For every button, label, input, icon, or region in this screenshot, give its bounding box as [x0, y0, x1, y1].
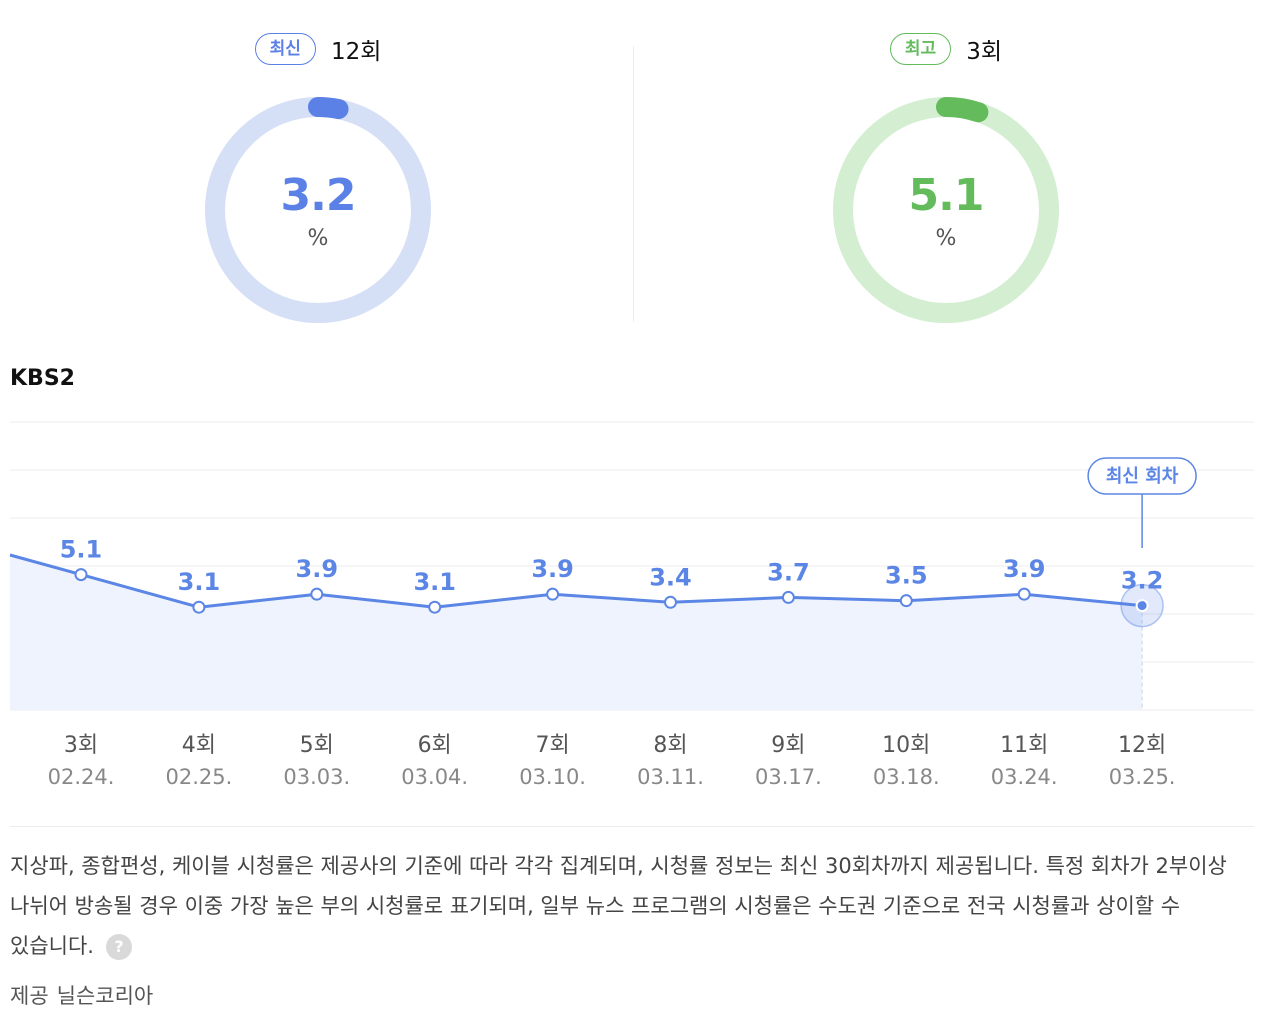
latest-rating-value: 3.2	[280, 170, 357, 221]
x-tick-label: 10회	[882, 733, 930, 758]
x-tick-label: 8회	[653, 733, 687, 758]
x-tick-label: 12회	[1118, 733, 1166, 758]
data-label: 3.2	[1121, 567, 1164, 595]
data-source: 제공 닐슨코리아	[10, 980, 153, 1010]
data-label: 3.9	[1003, 555, 1046, 583]
chart-title: KBS2	[10, 366, 75, 391]
data-label: 3.9	[531, 555, 574, 583]
data-point	[664, 595, 677, 609]
source-label: 제공	[10, 984, 49, 1008]
section-divider	[10, 826, 1254, 827]
data-point	[192, 600, 206, 614]
x-tick-date: 03.25.	[1109, 765, 1176, 789]
data-point	[899, 594, 913, 608]
best-rating-value: 5.1	[908, 170, 985, 221]
question-icon[interactable]: ?	[105, 934, 132, 960]
best-rating-ring	[833, 97, 1059, 323]
latest-rating-ring	[205, 97, 431, 323]
ring-progress	[833, 97, 1059, 323]
series-area	[10, 555, 1143, 710]
latest-tag-label: 최신 회차	[1106, 466, 1179, 487]
x-tick-date: 03.18.	[873, 765, 940, 789]
x-tick-date: 03.03.	[283, 765, 350, 789]
x-tick-label: 3회	[64, 733, 98, 758]
data-label: 3.7	[767, 558, 810, 586]
latest-rating-unit: %	[307, 226, 329, 251]
x-tick-label: 11회	[1000, 733, 1048, 758]
data-point	[546, 587, 560, 601]
x-tick-date: 03.11.	[637, 765, 704, 789]
latest-header: 최신 12회	[158, 32, 478, 66]
rating-summary: 최신 12회 3.2 % 최고 3회 5.1 %	[0, 0, 1280, 340]
best-episode: 3회	[966, 39, 1003, 65]
best-rating: 최고 3회 5.1 %	[786, 0, 1106, 340]
data-point	[428, 600, 442, 614]
x-tick-date: 02.24.	[48, 765, 115, 789]
best-header: 최고 3회	[786, 32, 1106, 66]
best-badge: 최고	[889, 33, 952, 65]
best-rating-unit: %	[935, 226, 957, 251]
data-label: 3.5	[885, 562, 928, 590]
ratings-notice: 지상파, 종합편성, 케이블 시청률은 제공사의 기준에 따라 각각 집계되며,…	[10, 846, 1258, 966]
x-tick-label: 5회	[300, 733, 334, 758]
data-point	[74, 568, 88, 582]
latest-badge: 최신	[254, 33, 316, 65]
ratings-line-chart: 5.1 3회 02.24. 3.1 4회 02.25. 3.9 5회 03.03. 3.1 6회 03…	[9, 421, 1254, 789]
x-tick-label: 7회	[535, 733, 569, 758]
source-provider: 닐슨코리아	[56, 984, 154, 1008]
x-tick-date: 03.24.	[991, 765, 1058, 789]
latest-tag-pill	[1087, 457, 1197, 495]
summary-divider	[633, 46, 634, 322]
data-label: 3.9	[296, 555, 339, 583]
latest-episode: 12회	[330, 39, 382, 65]
x-tick-date: 02.25.	[166, 765, 233, 789]
x-tick-date: 03.10.	[519, 765, 586, 789]
data-label: 3.1	[178, 568, 221, 596]
x-tick-label: 4회	[182, 733, 216, 758]
x-tick-label: 6회	[418, 733, 452, 758]
data-label: 3.4	[649, 563, 692, 591]
latest-rating: 최신 12회 3.2 %	[158, 0, 478, 340]
x-tick-date: 03.04.	[401, 765, 468, 789]
data-point	[1135, 599, 1149, 613]
data-point	[1017, 587, 1031, 601]
data-point	[781, 590, 795, 604]
notice-text: 지상파, 종합편성, 케이블 시청률은 제공사의 기준에 따라 각각 집계되며,…	[10, 854, 1227, 958]
data-label: 3.1	[413, 568, 456, 596]
x-tick-date: 03.17.	[755, 765, 822, 789]
ring-progress	[205, 97, 431, 323]
data-point	[310, 587, 324, 601]
data-label: 5.1	[60, 536, 103, 564]
x-tick-label: 9회	[771, 733, 805, 758]
